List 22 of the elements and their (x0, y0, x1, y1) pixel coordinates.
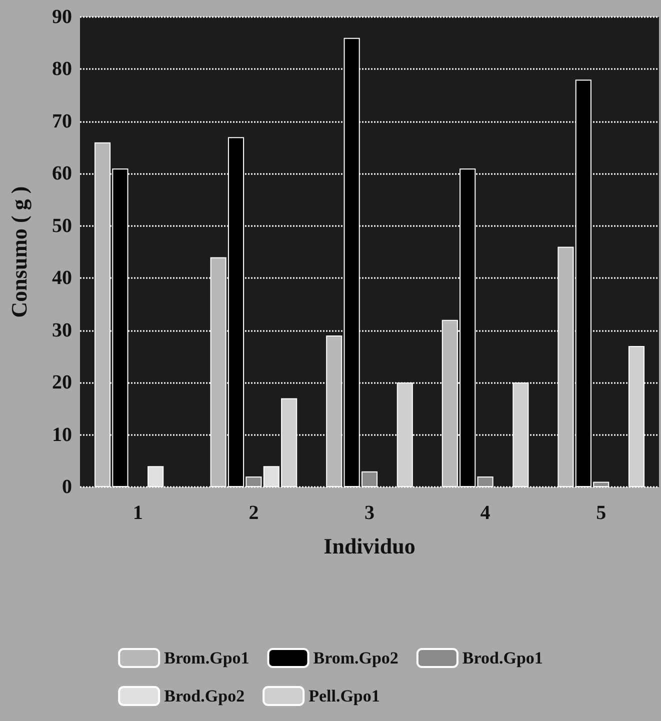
y-tick-label: 70 (52, 110, 72, 132)
x-tick-label: 5 (596, 502, 606, 524)
legend-label: Brod.Gpo2 (164, 686, 245, 706)
legend-label: Brom.Gpo1 (164, 648, 250, 668)
y-tick-label: 60 (52, 162, 72, 185)
y-tick-label: 40 (52, 267, 72, 290)
legend-label: Brod.Gpo1 (462, 648, 543, 668)
y-tick-label: 90 (52, 6, 72, 28)
x-tick-label: 1 (132, 502, 143, 524)
legend-label: Pell.Gpo1 (308, 686, 380, 706)
y-tick-label: 80 (52, 58, 72, 80)
x-tick-label: 4 (480, 502, 490, 524)
y-tick-label: 10 (52, 424, 72, 446)
y-tick-label: 20 (52, 372, 72, 394)
y-tick-label: 30 (52, 319, 72, 342)
x-tick-label: 2 (248, 502, 259, 524)
legend-label: Brom.Gpo2 (313, 648, 398, 668)
y-axis-title: Consumo ( g ) (6, 186, 32, 318)
x-tick-label: 3 (364, 502, 374, 524)
y-tick-label: 0 (62, 476, 72, 498)
x-axis-title: Individuo (324, 534, 416, 558)
y-tick-label: 50 (52, 214, 72, 237)
